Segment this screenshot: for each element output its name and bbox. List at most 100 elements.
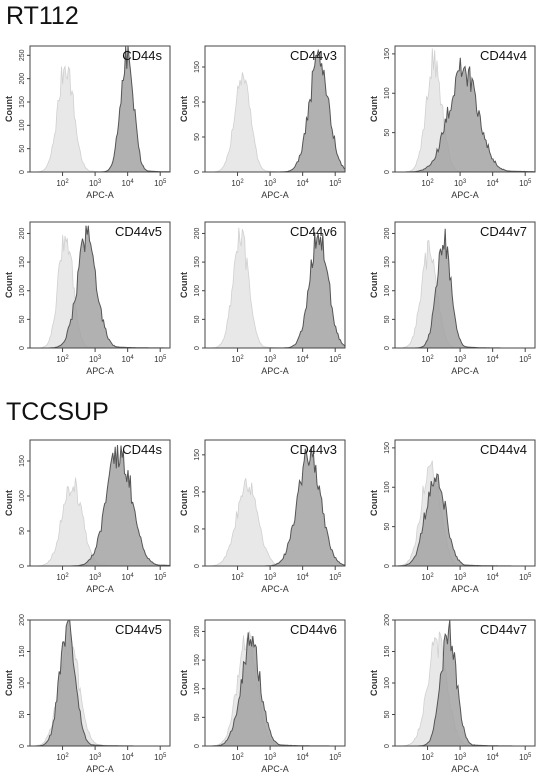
histogram-series-stained — [205, 446, 346, 567]
x-tick-label: 104 — [122, 753, 135, 762]
x-axis-label: APC-A — [261, 584, 289, 594]
x-tick-label: 103 — [89, 573, 102, 582]
x-tick-label: 104 — [297, 355, 310, 364]
x-tick-label: 103 — [89, 179, 102, 188]
plot-frame — [394, 439, 536, 567]
y-tick-label: 150 — [19, 96, 26, 108]
y-tick-label: 200 — [384, 614, 391, 626]
x-axis-label: APC-A — [261, 190, 289, 200]
x-tick-label: 104 — [297, 573, 310, 582]
y-tick-label: 150 — [194, 654, 201, 666]
x-tick-label: 105 — [329, 753, 342, 762]
histogram-series-stained — [205, 632, 345, 747]
y-axis-label: Count — [4, 272, 14, 298]
y-tick-label: 100 — [19, 490, 26, 502]
y-tick-label: 0 — [384, 564, 391, 568]
x-tick-label: 104 — [122, 573, 135, 582]
y-tick-label: 50 — [194, 525, 201, 533]
y-tick-label: 50 — [194, 315, 201, 323]
plot-frame — [29, 619, 171, 747]
y-axis-label: Count — [369, 490, 379, 516]
y-tick-label: 150 — [384, 256, 391, 268]
histogram-series-stained — [30, 619, 170, 747]
y-tick-label: 50 — [19, 527, 26, 535]
y-tick-label: 50 — [194, 133, 201, 141]
x-tick-label: 104 — [122, 355, 135, 364]
x-axis-label: APC-A — [451, 366, 479, 376]
panel-title: CD44v6 — [290, 224, 337, 239]
y-tick-label: 150 — [194, 256, 201, 268]
panel-title: CD44v3 — [290, 48, 337, 63]
plot-frame — [204, 45, 346, 173]
y-tick-label: 100 — [384, 677, 391, 689]
x-axis-label: APC-A — [261, 366, 289, 376]
histogram-panel-rt112-cd44v4: 0 50 100 150 102 103 104 105 APC-A Count CD44v4 — [369, 45, 536, 200]
x-axis-label: APC-A — [86, 764, 114, 774]
histogram-panel-rt112-cd44v3: 0 50 100 150 102 103 104 105 APC-A Count CD44v3 — [179, 45, 346, 200]
plot-frame — [29, 439, 171, 567]
y-tick-label: 100 — [19, 285, 26, 297]
y-tick-label: 0 — [194, 346, 201, 350]
y-tick-label: 200 — [19, 73, 26, 85]
x-tick-label: 103 — [264, 573, 277, 582]
x-tick-label: 105 — [519, 179, 532, 188]
y-tick-label: 50 — [384, 711, 391, 719]
x-axis-label: APC-A — [86, 584, 114, 594]
y-tick-label: 100 — [384, 87, 391, 99]
y-tick-label: 0 — [384, 170, 391, 174]
x-tick-label: 105 — [154, 753, 167, 762]
y-axis-label: Count — [369, 96, 379, 122]
x-tick-label: 105 — [154, 573, 167, 582]
x-tick-label: 104 — [297, 179, 310, 188]
x-tick-label: 104 — [487, 753, 500, 762]
histogram-series-stained — [30, 225, 170, 349]
x-tick-label: 102 — [56, 355, 69, 364]
plot-frame — [29, 221, 171, 349]
x-tick-label: 105 — [329, 179, 342, 188]
x-tick-label: 102 — [421, 179, 434, 188]
y-tick-label: 100 — [384, 481, 391, 493]
histogram-panel-rt112-cd44s: 0 50 100 150 200 250 102 103 104 105 APC-A Count CD4… — [4, 45, 171, 200]
x-tick-label: 103 — [454, 573, 467, 582]
y-axis-label: Count — [4, 96, 14, 122]
x-axis-label: APC-A — [261, 764, 289, 774]
x-tick-label: 104 — [122, 179, 135, 188]
y-tick-label: 50 — [19, 711, 26, 719]
panel-title: CD44v7 — [480, 622, 527, 637]
y-tick-label: 100 — [194, 285, 201, 297]
x-axis-label: APC-A — [451, 584, 479, 594]
y-tick-label: 150 — [384, 442, 391, 454]
x-axis-label: APC-A — [451, 190, 479, 200]
y-tick-label: 50 — [384, 129, 391, 137]
y-axis-label: Count — [4, 670, 14, 696]
panel-title: CD44v6 — [290, 622, 337, 637]
y-tick-label: 100 — [194, 683, 201, 695]
y-tick-label: 0 — [384, 744, 391, 748]
y-tick-label: 100 — [194, 96, 201, 108]
histogram-series-stained — [395, 619, 535, 747]
y-tick-label: 0 — [19, 346, 26, 350]
x-tick-label: 102 — [421, 573, 434, 582]
histogram-series-control — [29, 633, 170, 747]
histogram-panel-rt112-cd44v6: 0 50 100 150 200 102 103 104 105 APC-A Count CD44v6 — [179, 221, 346, 376]
y-tick-label: 250 — [19, 49, 26, 61]
section-title-tccsup: TCCSUP — [6, 398, 109, 426]
histogram-panel-tccsup-cd44v7: 0 50 100 150 200 102 103 104 105 APC-A Count CD44v7 — [369, 614, 536, 774]
histogram-series-stained — [205, 48, 346, 173]
panel-title: CD44v7 — [480, 224, 527, 239]
histogram-panel-tccsup-cd44v4: 0 50 100 150 102 103 104 105 APC-A Count CD44v4 — [369, 439, 536, 594]
histogram-panel-tccsup-cd44v6: 0 50 100 150 200 102 103 104 105 APC-A Count CD44v6 — [179, 619, 346, 774]
x-axis-label: APC-A — [86, 190, 114, 200]
y-tick-label: 200 — [384, 228, 391, 240]
y-tick-label: 100 — [194, 486, 201, 498]
histogram-panel-tccsup-cd44s: 0 50 100 150 102 103 104 105 APC-A Count CD44s — [4, 439, 171, 594]
y-tick-label: 100 — [384, 285, 391, 297]
histogram-series-control — [30, 65, 170, 173]
y-tick-label: 150 — [194, 61, 201, 73]
panel-title: CD44v4 — [480, 48, 527, 63]
y-tick-label: 200 — [19, 614, 26, 626]
plot-frame — [204, 619, 346, 747]
x-tick-label: 103 — [264, 753, 277, 762]
plot-frame — [394, 221, 536, 349]
